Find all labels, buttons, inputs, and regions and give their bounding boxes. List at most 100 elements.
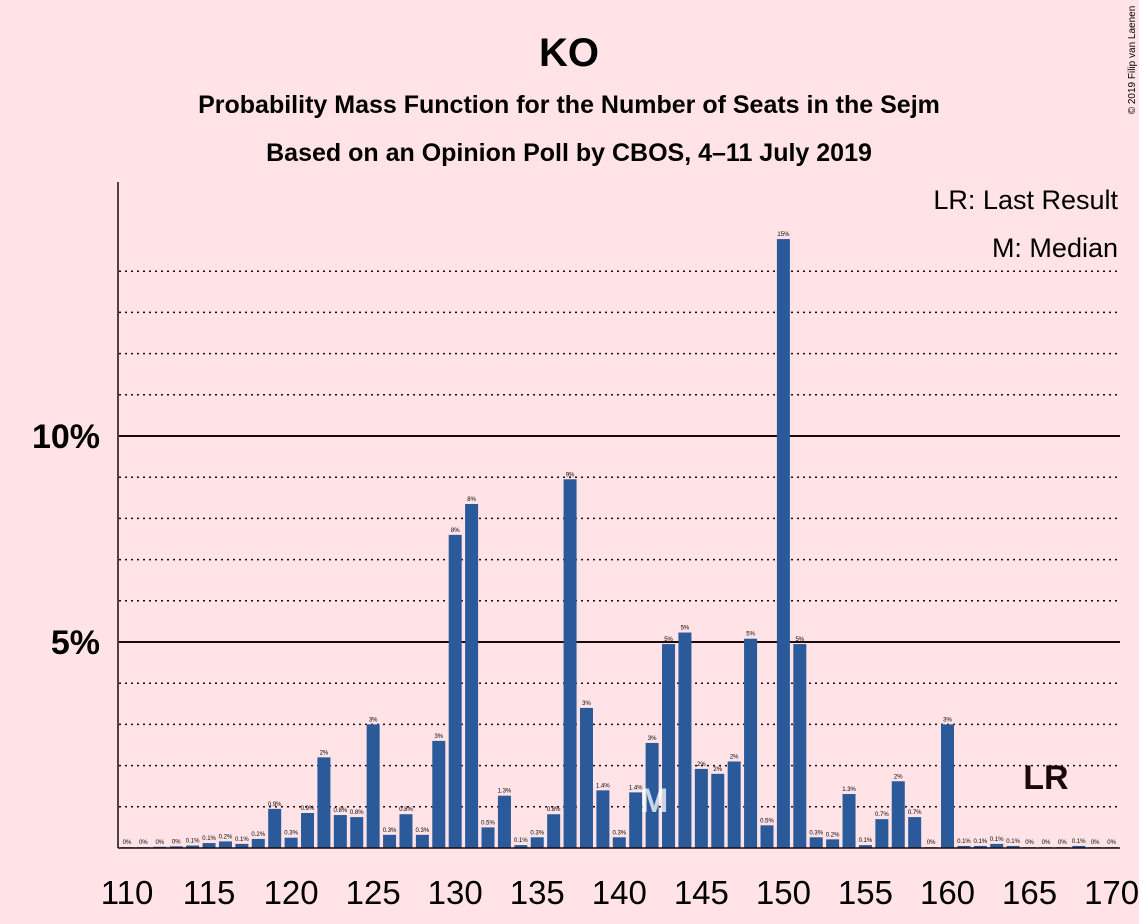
bar [465,503,479,848]
bar-value-label: 3% [582,701,591,707]
bar [448,534,462,848]
bar-value-label: 0.1% [186,839,200,845]
x-tick-label: 135 [510,874,565,911]
bar-value-label: 0.5% [481,820,495,826]
last-result-marker: LR [1023,759,1068,797]
bar [645,742,659,848]
bar [629,792,643,848]
legend-last-result: LR: Last Result [933,185,1118,215]
legend-median: M: Median [992,233,1118,263]
bar-value-label: 0% [155,840,164,846]
bar-value-label: 15% [777,232,790,238]
bar [941,724,954,848]
bar-value-label: 0.1% [973,839,987,845]
x-axis-ticks: 110 115 120 125 130 135 140 145 150 155 160 165 170 [101,874,1139,911]
bar-value-label: 0.3% [530,830,544,836]
bar-value-label: 2% [713,767,722,773]
bar-value-label: 0.7% [875,812,889,818]
bar-value-label: 0.5% [760,818,774,824]
bar-value-label: 0.1% [990,837,1004,843]
gridlines [119,270,1120,808]
copyright-note: © 2019 Filip van Laenen [1127,6,1138,115]
bar [957,845,971,848]
bar [514,845,528,848]
bar-value-label: 8% [451,528,460,534]
bar [202,843,216,848]
x-tick-label: 145 [674,874,729,911]
bar-value-label: 2% [320,750,329,756]
bar [399,814,413,848]
bar-value-label: 0% [139,840,148,846]
bar [694,768,708,848]
bar-value-label: 0% [1025,840,1034,846]
x-tick-label: 155 [838,874,893,911]
bars [120,239,1119,849]
x-tick-label: 165 [1002,874,1057,911]
bar-value-label: 0% [1091,840,1100,846]
bar [235,843,249,848]
x-tick-label: 140 [592,874,647,911]
bar [169,846,183,848]
bar-value-label: 0% [1042,840,1051,846]
bar [415,834,429,848]
bar [301,812,315,848]
bar-value-label: 9% [566,472,575,478]
bar-value-label: 0.2% [219,834,233,840]
bar-value-label: 2% [697,762,706,768]
bar-value-label: 0.8% [547,807,561,813]
bar [973,845,987,848]
y-tick-label: 5% [51,624,100,662]
bar-value-label: 0.1% [1006,839,1020,845]
bar [612,837,626,848]
bar [579,707,593,848]
bar [186,845,200,848]
bar [826,839,840,848]
bar [711,773,725,848]
bar-value-label: 3% [943,717,952,723]
bar [842,794,856,848]
bar-value-label: 8% [467,497,476,503]
bar [596,790,610,848]
bar [547,814,561,848]
bar-value-label: 1.3% [498,789,512,795]
bar [563,479,577,848]
bar-value-label: 5% [664,637,673,643]
bar [497,795,511,848]
x-tick-label: 150 [756,874,811,911]
bar [744,638,758,848]
bar-value-label: 0.3% [809,830,823,836]
bar [1072,845,1086,848]
bar [366,724,380,848]
y-axis-ticks: 5% 10% [32,418,100,662]
bar [875,819,889,848]
bar-value-label: 0.3% [416,828,430,834]
bar-value-label: 0.1% [859,838,873,844]
bar-value-label: 3% [648,736,657,742]
x-tick-label: 120 [264,874,319,911]
bar-value-label: 0.1% [957,839,971,845]
bar [268,808,282,848]
bar-value-label: 0.9% [268,802,282,808]
bar [333,815,347,848]
x-tick-label: 130 [428,874,483,911]
bar-value-label: 0.1% [202,836,216,842]
bar [776,239,790,849]
bar-value-label: 0.3% [383,828,397,834]
x-tick-label: 110 [101,874,154,911]
chart-subtitle-2: Based on an Opinion Poll by CBOS, 4–11 J… [266,139,872,167]
bar-value-label: 3% [369,717,378,723]
bar [662,644,676,848]
chart-title: KO [539,31,599,75]
x-tick-label: 115 [183,874,236,911]
bar-value-label: 1.4% [629,785,643,791]
bar-value-label: 3% [434,734,443,740]
bar-value-label: 1.3% [842,787,856,793]
x-tick-label: 125 [346,874,401,911]
bar [727,761,741,848]
bar-value-label: 5% [681,626,690,632]
bar [383,834,397,848]
bar-value-label: 0% [927,840,936,846]
bar-value-label: 1.4% [596,783,610,789]
bar [350,817,364,848]
